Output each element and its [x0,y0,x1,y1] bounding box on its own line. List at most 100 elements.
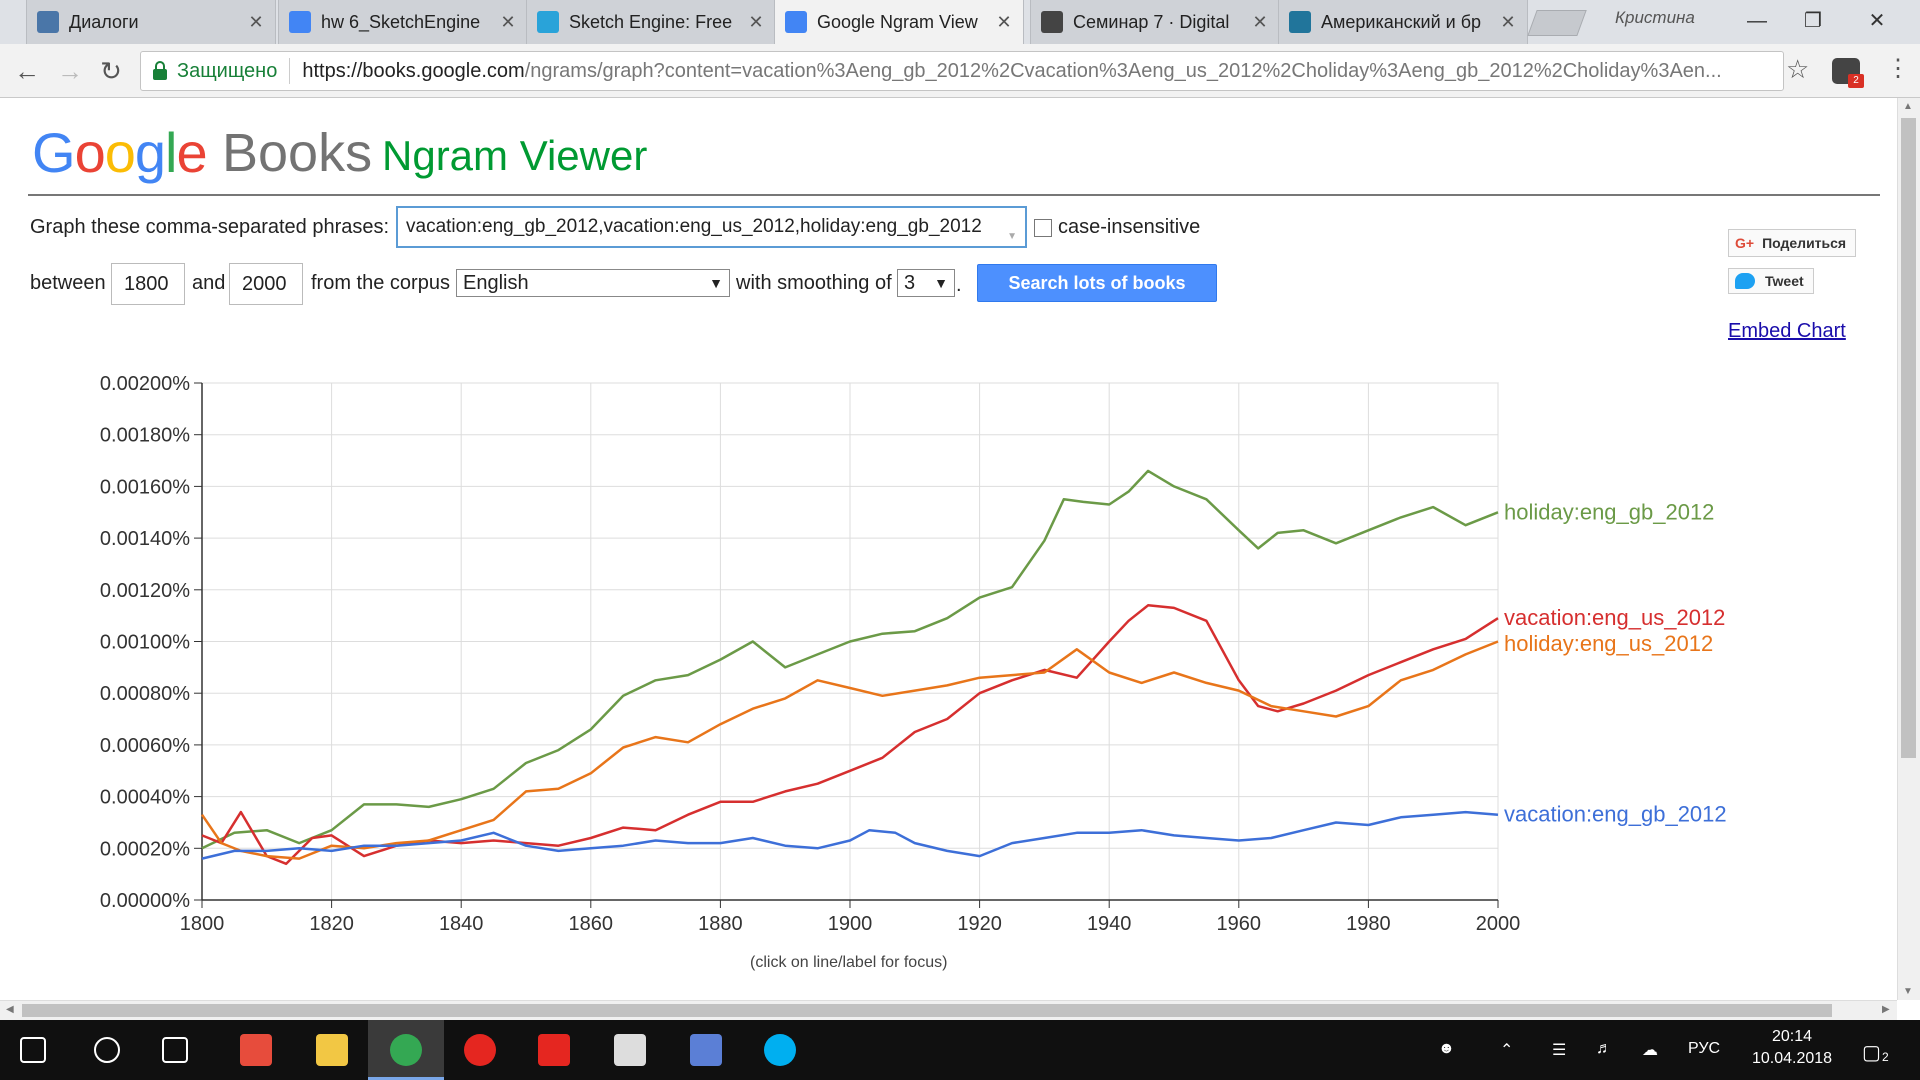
clock-time: 20:14 [1771,1028,1813,1045]
y-tick-label: 0.00000% [100,890,190,912]
share-label: Поделиться [1762,235,1847,251]
tab-close-icon[interactable]: ✕ [248,11,264,32]
between-label: between [30,272,106,294]
back-icon[interactable]: ← [14,56,40,86]
books-logo: Books [222,123,373,183]
forward-icon[interactable]: → [57,56,83,86]
share-gplus-button[interactable]: G+ Поделиться [1728,229,1856,257]
x-tick-label: 1840 [439,913,484,935]
tweet-label: Tweet [1765,273,1804,289]
chrome-icon[interactable] [390,1034,422,1066]
extension-badge: 2 [1848,74,1864,88]
series-line [200,640,1499,860]
system-clock[interactable]: 20:14 10.04.2018 [1740,1026,1844,1070]
tab-close-icon[interactable]: ✕ [500,11,516,32]
y-tick-label: 0.00120% [100,580,190,602]
corpus-value: English [463,272,529,294]
tab-title: Американский и бр [1321,11,1482,32]
input-dropdown-icon: ▼ [1007,231,1017,242]
reload-icon[interactable]: ↻ [100,56,122,86]
browser-tab[interactable]: Sketch Engine: Free ✕ [526,0,776,44]
start-year-input[interactable]: 1800 [111,263,185,305]
case-insensitive-checkbox[interactable] [1034,219,1052,237]
scroll-up-icon[interactable]: ▲ [1903,101,1913,112]
embed-chart-link[interactable]: Embed Chart [1728,320,1846,342]
secure-label: Защищено [177,59,278,82]
and-label: and [192,272,226,294]
new-tab-button[interactable] [1527,10,1587,36]
minimize-icon[interactable]: — [1747,10,1767,32]
notifications-icon[interactable]: ▢ [1862,1042,1881,1064]
tab-close-icon[interactable]: ✕ [996,11,1012,32]
bookmark-star-icon[interactable]: ☆ [1786,54,1810,84]
series-label[interactable]: holiday:eng_us_2012 [1504,631,1713,656]
scroll-right-icon[interactable]: ▶ [1882,1004,1890,1015]
tweet-button[interactable]: Tweet [1728,268,1814,294]
tab-close-icon[interactable]: ✕ [1252,11,1268,32]
case-insensitive-label: case-insensitive [1058,216,1201,238]
header-divider [28,194,1880,196]
smoothing-select[interactable]: 3 ▼ [897,269,955,297]
series-line [201,469,1499,850]
horizontal-scroll-thumb[interactable] [22,1004,1832,1017]
wifi-icon[interactable]: ☰ [1552,1042,1567,1059]
volume-icon[interactable]: ♬ [1596,1040,1612,1057]
onedrive-icon[interactable]: ☁ [1642,1042,1658,1059]
doc-icon [289,11,311,33]
x-tick-label: 1860 [569,913,614,935]
sketch-icon [537,11,559,33]
scroll-down-icon[interactable]: ▼ [1903,986,1913,997]
series-label[interactable]: vacation:eng_us_2012 [1504,605,1725,630]
y-tick-label: 0.00100% [100,632,190,654]
address-bar[interactable]: Защищено https://books.google.com /ngram… [140,51,1784,91]
browser-tab[interactable]: Семинар 7 · Digital ✕ [1030,0,1280,44]
phrases-input-value: vacation:eng_gb_2012,vacation:eng_us_201… [406,216,982,237]
language-indicator[interactable]: РУС [1688,1040,1721,1057]
close-window-icon[interactable]: ✕ [1868,10,1886,32]
profile-name[interactable]: Кристина [1615,8,1695,27]
windows-start-icon[interactable] [20,1037,46,1063]
tab-close-icon[interactable]: ✕ [748,11,764,32]
series-label[interactable]: holiday:eng_gb_2012 [1504,499,1714,524]
wordpress-icon [1289,11,1311,33]
book-icon [1041,11,1063,33]
phrases-input[interactable]: vacation:eng_gb_2012,vacation:eng_us_201… [396,206,1027,248]
google-logo: Google [32,121,208,184]
twitter-bird-icon [1735,273,1755,289]
corpus-select[interactable]: English ▼ [456,269,730,297]
series-label[interactable]: vacation:eng_gb_2012 [1504,802,1727,827]
store-icon[interactable] [240,1034,272,1066]
vertical-scroll-thumb[interactable] [1901,118,1916,758]
notifications-count: 2 [1882,1050,1889,1064]
search-icon[interactable] [94,1037,120,1063]
address-separator [289,58,291,84]
x-tick-label: 1880 [698,913,743,935]
clock-date: 10.04.2018 [1751,1050,1833,1067]
gplus-icon: G+ [1735,235,1755,251]
skype-icon[interactable] [764,1034,796,1066]
browser-tab[interactable]: Google Ngram View ✕ [774,0,1024,44]
x-tick-label: 2000 [1476,913,1521,935]
tab-title: Диалоги [69,11,139,32]
chart-footnote: (click on line/label for focus) [750,954,948,971]
browser-tab[interactable]: Американский и бр ✕ [1278,0,1528,44]
people-icon[interactable]: ☻ [1438,1040,1455,1057]
books-icon[interactable] [690,1034,722,1066]
yandex-icon[interactable] [538,1034,570,1066]
scroll-left-icon[interactable]: ◀ [6,1004,14,1015]
y-tick-label: 0.00020% [100,838,190,860]
browser-menu-icon[interactable]: ⋮ [1886,55,1910,82]
tab-title: Sketch Engine: Free [569,11,733,32]
browser-tab[interactable]: hw 6_SketchEngine ✕ [278,0,528,44]
mail-icon[interactable] [614,1034,646,1066]
end-year-input[interactable]: 2000 [229,263,303,305]
restore-icon[interactable]: ❐ [1804,10,1822,32]
browser-tab[interactable]: Диалоги ✕ [26,0,276,44]
search-books-button[interactable]: Search lots of books [977,264,1217,302]
yandex-browser-icon[interactable] [464,1034,496,1066]
tray-expand-icon[interactable]: ⌃ [1500,1042,1514,1059]
file-explorer-icon[interactable] [316,1034,348,1066]
tab-close-icon[interactable]: ✕ [1500,11,1516,32]
corpus-chevron-down-icon: ▼ [709,275,723,291]
task-view-icon[interactable] [162,1037,188,1063]
